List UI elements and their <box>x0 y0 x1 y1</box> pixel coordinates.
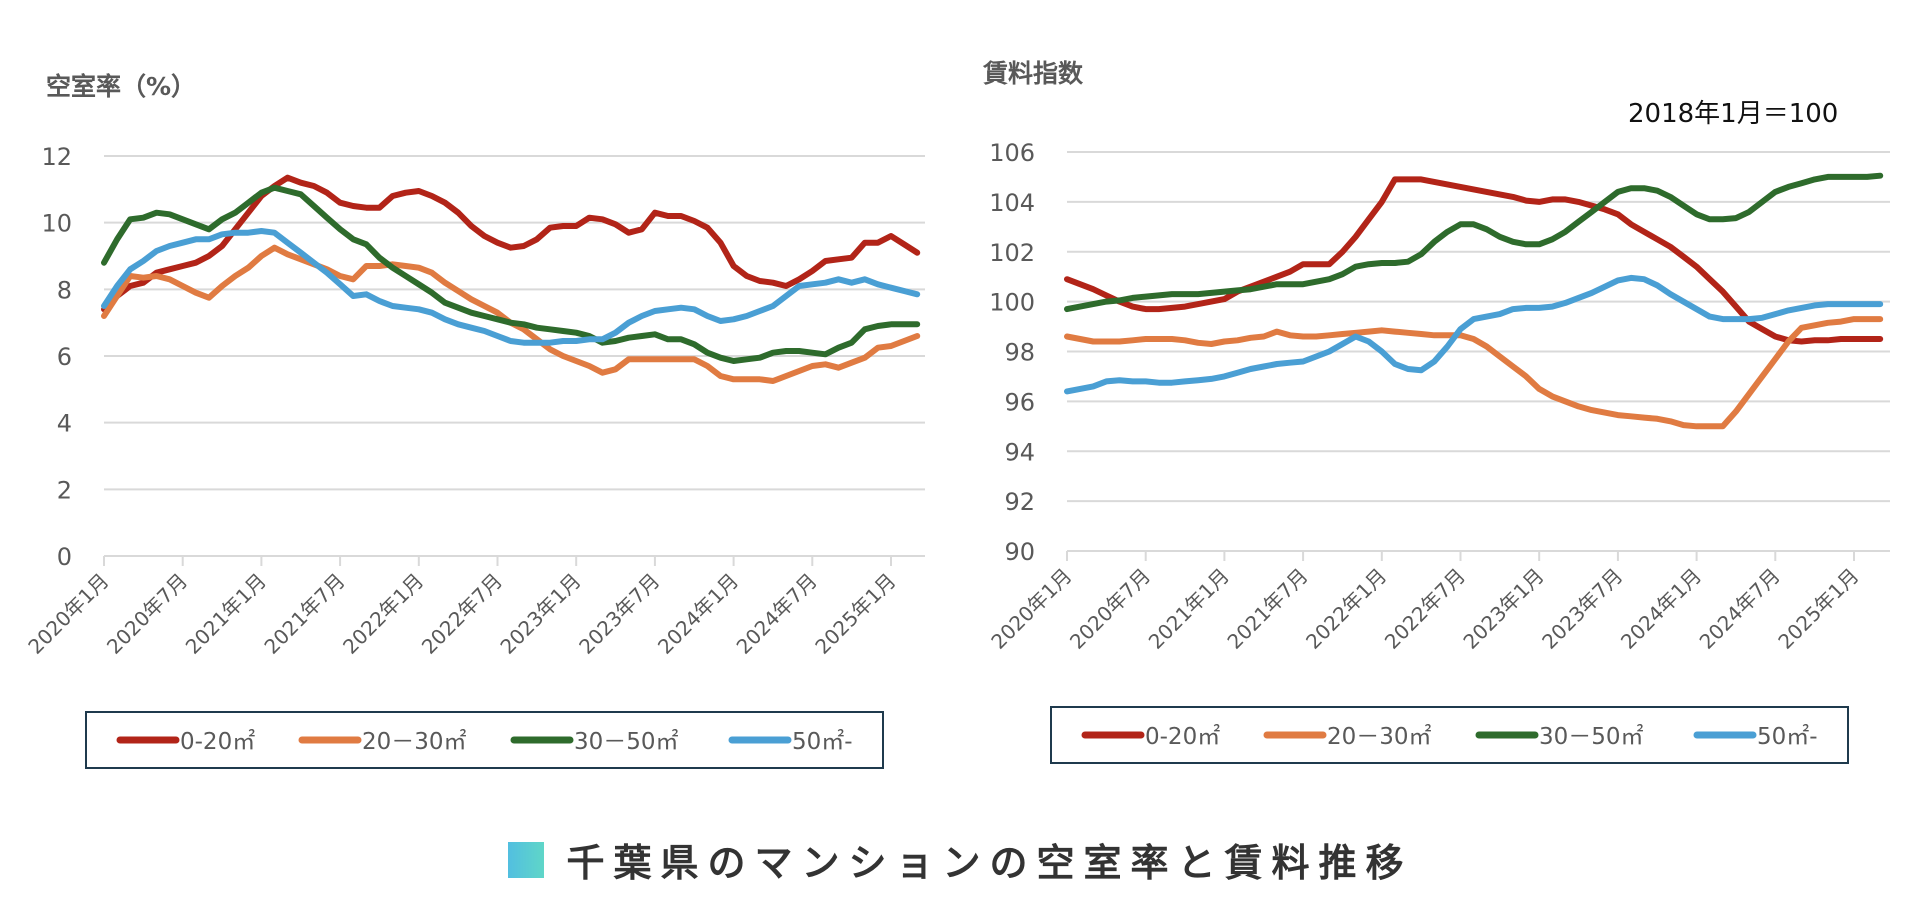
x-tick-label: 2025年1月 <box>1773 564 1863 654</box>
y-tick-label: 4 <box>57 410 72 438</box>
series-line-3 <box>101 228 921 346</box>
series-line-3 <box>1064 274 1884 395</box>
y-tick-label: 98 <box>1004 339 1035 367</box>
legend-label: 30－50㎡ <box>574 729 679 755</box>
rent-series <box>1064 172 1884 430</box>
x-tick-label: 2025年1月 <box>810 569 900 659</box>
rent-legend: 0-20㎡ 20－30㎡ 30－50㎡ 50㎡- <box>1050 706 1849 764</box>
x-tick-label: 2020年7月 <box>1065 564 1155 654</box>
x-tick-label: 2024年1月 <box>1616 564 1706 654</box>
x-tick-label: 2023年1月 <box>1458 564 1548 654</box>
x-tick-label: 2024年7月 <box>1695 564 1785 654</box>
legend-label: 30－50㎡ <box>1539 724 1644 750</box>
rent-gridlines <box>1067 151 1890 552</box>
x-tick-label: 2023年7月 <box>574 569 664 659</box>
y-tick-label: 10 <box>41 210 72 238</box>
vacancy-legend: 0-20㎡ 20－30㎡ 30－50㎡ 50㎡- <box>85 711 884 769</box>
rent-y-ticks: 90 92 94 96 98 100 102 104 106 <box>989 139 1035 566</box>
y-tick-label: 90 <box>1004 538 1035 566</box>
x-tick-label: 2021年7月 <box>259 569 349 659</box>
y-tick-label: 96 <box>1004 388 1035 416</box>
y-tick-label: 100 <box>989 289 1035 317</box>
vacancy-rate-axis-title: 空室率（%） <box>46 72 196 101</box>
rent-x-ticks: 2020年1月2020年7月2021年1月2021年7月2022年1月2022年… <box>986 551 1864 654</box>
x-tick-label: 2024年7月 <box>732 569 822 659</box>
rent-index-axis-title: 賃料指数 <box>982 59 1084 88</box>
title-square-icon <box>508 841 545 878</box>
vacancy-series <box>101 174 921 384</box>
x-tick-label: 2022年1月 <box>1301 564 1391 654</box>
x-tick-label: 2021年1月 <box>181 569 271 659</box>
x-tick-label: 2024年1月 <box>653 569 743 659</box>
x-tick-label: 2021年1月 <box>1144 564 1234 654</box>
x-tick-label: 2023年1月 <box>495 569 585 659</box>
y-tick-label: 102 <box>989 239 1035 267</box>
legend-label: 50㎡- <box>792 729 853 755</box>
y-tick-label: 2 <box>57 476 72 504</box>
x-tick-label: 2022年7月 <box>1380 564 1470 654</box>
legend-label: 0-20㎡ <box>1145 724 1220 750</box>
y-tick-label: 8 <box>57 276 72 304</box>
page-title: 千葉県のマンションの空室率と賃料推移 <box>0 832 1921 887</box>
y-tick-label: 94 <box>1004 438 1035 466</box>
y-tick-label: 12 <box>41 143 72 171</box>
legend-label: 20－30㎡ <box>362 729 467 755</box>
series-line-1 <box>1064 316 1884 430</box>
x-tick-label: 2022年7月 <box>417 569 507 659</box>
series-line-2 <box>1064 172 1884 313</box>
legend-label: 0-20㎡ <box>180 729 255 755</box>
vacancy-y-ticks: 0 2 4 6 8 10 12 <box>41 143 72 571</box>
page-title-text: 千葉県のマンションの空室率と賃料推移 <box>566 841 1413 885</box>
y-tick-label: 6 <box>57 343 72 371</box>
x-tick-label: 2020年7月 <box>102 569 192 659</box>
vacancy-x-ticks: 2020年1月2020年7月2021年1月2021年7月2022年1月2022年… <box>23 556 901 659</box>
series-line-2 <box>101 184 921 364</box>
y-tick-label: 92 <box>1004 488 1035 516</box>
rent-index-chart: 賃料指数 2018年1月＝100 9092949698100102104106 … <box>982 59 1890 764</box>
y-tick-label: 104 <box>989 189 1035 217</box>
x-tick-label: 2021年7月 <box>1222 564 1312 654</box>
legend-label: 20－30㎡ <box>1327 724 1432 750</box>
series-line-1 <box>101 244 921 384</box>
series-line-0 <box>101 174 921 313</box>
y-tick-label: 0 <box>57 543 72 571</box>
y-tick-label: 106 <box>989 139 1035 167</box>
legend-label: 50㎡- <box>1757 724 1818 750</box>
rent-index-base-note: 2018年1月＝100 <box>1628 99 1838 129</box>
x-tick-label: 2022年1月 <box>338 569 428 659</box>
x-tick-label: 2020年1月 <box>986 564 1076 654</box>
x-tick-label: 2023年7月 <box>1537 564 1627 654</box>
x-tick-label: 2020年1月 <box>23 569 113 659</box>
